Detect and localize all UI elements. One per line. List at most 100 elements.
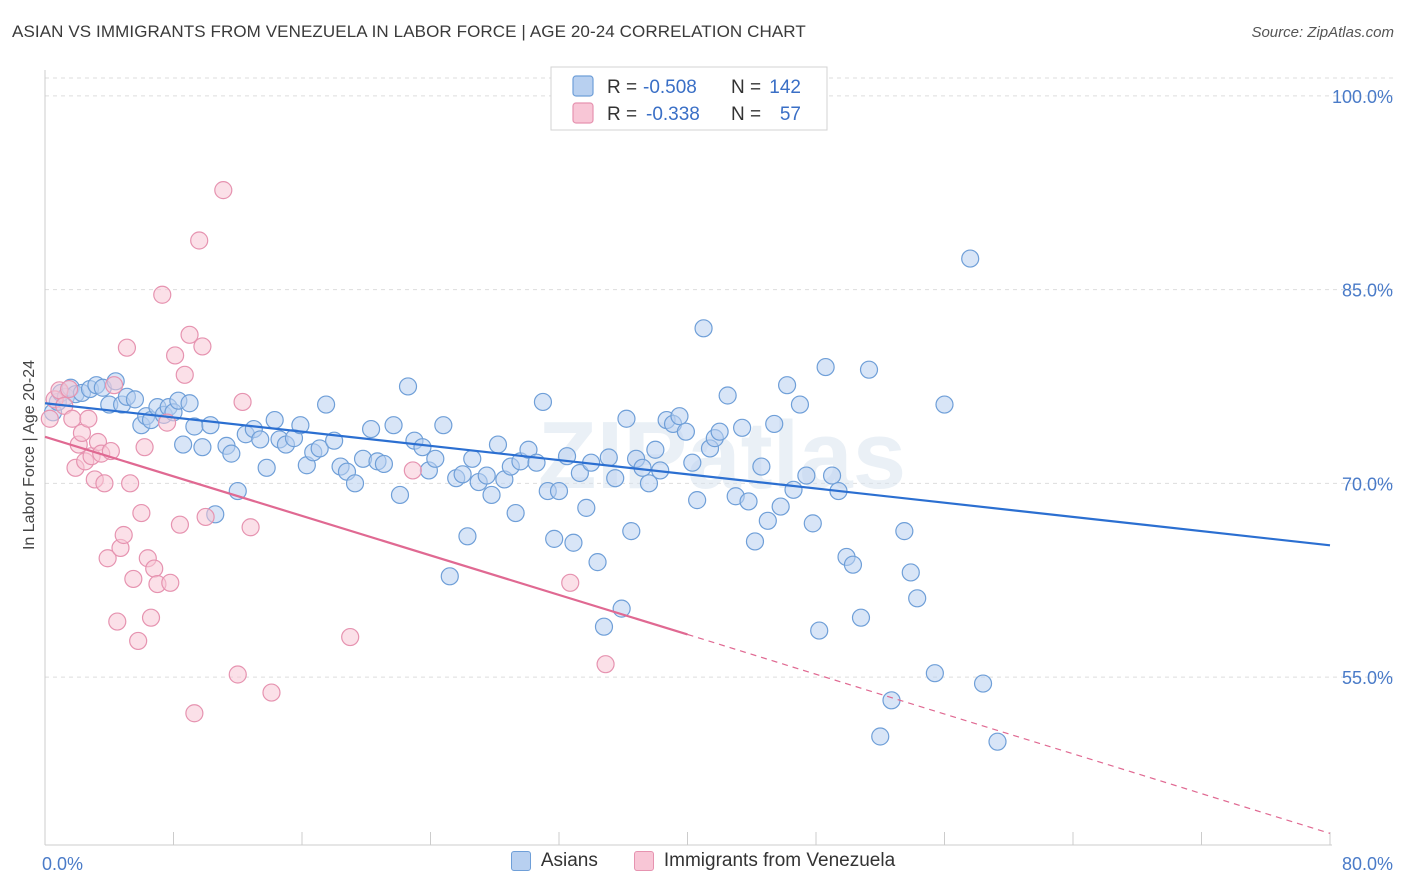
point-venezuela xyxy=(241,518,260,537)
point-asians xyxy=(758,511,777,530)
point-asians xyxy=(901,563,920,582)
point-asians xyxy=(570,463,589,483)
point-venezuela xyxy=(233,392,252,412)
point-asians xyxy=(545,529,564,548)
legend-n-value-venezuela: 57 xyxy=(780,104,801,125)
point-asians xyxy=(670,407,689,426)
point-venezuela xyxy=(161,573,180,592)
point-asians xyxy=(765,414,784,434)
point-asians xyxy=(694,319,713,338)
point-venezuela xyxy=(561,573,580,592)
y-axis-label: In Labor Force | Age 20-24 xyxy=(21,360,38,550)
axes xyxy=(44,70,1332,846)
legend-r-label-asians: R = xyxy=(607,77,637,98)
point-asians xyxy=(935,395,954,414)
point-asians xyxy=(908,589,927,608)
legend-swatch xyxy=(510,851,531,871)
point-asians xyxy=(871,727,890,746)
legend-n-label-asians: N = xyxy=(731,77,761,98)
point-asians xyxy=(488,435,508,454)
legend-swatch xyxy=(633,851,654,871)
source-label: Source: ZipAtlas.com xyxy=(1251,24,1394,41)
point-venezuela xyxy=(185,704,204,723)
legend-r-value-venezuela: -0.338 xyxy=(646,104,700,125)
point-asians xyxy=(564,533,583,552)
point-asians xyxy=(257,458,276,477)
point-asians xyxy=(384,416,403,435)
point-asians xyxy=(973,674,993,693)
point-asians xyxy=(222,444,241,463)
point-venezuela xyxy=(196,507,215,527)
legend-swatch-asians xyxy=(572,75,594,97)
point-asians xyxy=(361,419,381,439)
trend-line-asians xyxy=(44,402,1331,547)
point-venezuela xyxy=(214,181,233,200)
trend-line-venezuela xyxy=(44,435,688,636)
point-venezuela xyxy=(108,612,127,631)
point-asians xyxy=(458,527,477,546)
legend-n-label-venezuela: N = xyxy=(731,104,761,125)
point-venezuela xyxy=(114,525,133,545)
point-venezuela xyxy=(59,379,79,399)
point-asians xyxy=(251,430,270,449)
point-asians xyxy=(482,485,501,505)
grid-lines xyxy=(45,77,1395,678)
point-asians xyxy=(606,469,625,488)
point-asians xyxy=(843,555,863,574)
point-venezuela xyxy=(145,559,164,578)
point-venezuela xyxy=(166,346,185,365)
series-legend: Asians Immigrants from Venezuela xyxy=(0,850,1406,872)
point-venezuela xyxy=(104,376,124,395)
point-asians xyxy=(622,522,641,541)
point-asians xyxy=(374,454,394,474)
point-asians xyxy=(180,394,199,413)
y-tick-label: 70.0% xyxy=(1342,474,1393,494)
point-venezuela xyxy=(157,413,177,432)
point-asians xyxy=(426,449,445,468)
point-asians xyxy=(345,474,365,493)
point-asians xyxy=(434,416,453,435)
point-venezuela xyxy=(596,655,615,674)
point-asians xyxy=(193,438,212,457)
point-asians xyxy=(784,480,803,499)
point-asians xyxy=(440,567,459,586)
legend-item-venezuela: Immigrants from Venezuela xyxy=(633,850,895,872)
point-asians xyxy=(739,492,758,511)
point-venezuela xyxy=(228,665,247,684)
legend-r-label-venezuela: R = xyxy=(607,104,637,125)
point-asians xyxy=(810,621,829,640)
point-venezuela xyxy=(403,461,422,480)
point-asians xyxy=(816,357,835,377)
point-venezuela xyxy=(124,569,143,589)
point-asians xyxy=(291,416,310,435)
y-tick-label: 100.0% xyxy=(1332,87,1393,107)
point-venezuela xyxy=(117,338,137,357)
point-asians xyxy=(599,448,618,467)
point-asians xyxy=(463,449,482,468)
point-asians xyxy=(718,386,737,405)
scatter-points xyxy=(40,181,1007,751)
point-asians xyxy=(797,466,816,485)
point-asians xyxy=(851,608,871,627)
point-asians xyxy=(398,377,418,396)
point-venezuela xyxy=(98,549,117,568)
point-asians xyxy=(961,249,980,268)
point-asians xyxy=(752,457,771,476)
point-asians xyxy=(594,617,614,636)
point-asians xyxy=(519,440,538,459)
point-asians xyxy=(683,453,702,472)
point-venezuela xyxy=(262,683,281,702)
legend-n-value-asians: 142 xyxy=(769,77,801,98)
point-venezuela xyxy=(129,631,148,651)
point-asians xyxy=(803,514,822,533)
trend-line-venezuela-extrapolated xyxy=(687,633,1331,834)
point-asians xyxy=(201,416,220,435)
point-venezuela xyxy=(121,474,140,493)
x-tick-label: 0.0% xyxy=(42,854,83,874)
point-asians xyxy=(174,435,193,454)
point-asians xyxy=(310,439,329,458)
point-venezuela xyxy=(341,627,360,647)
stat-legend: R = -0.508 N = 142 R = -0.338 N = 57 xyxy=(550,66,828,131)
chart-title: ASIAN VS IMMIGRANTS FROM VENEZUELA IN LA… xyxy=(12,22,806,41)
